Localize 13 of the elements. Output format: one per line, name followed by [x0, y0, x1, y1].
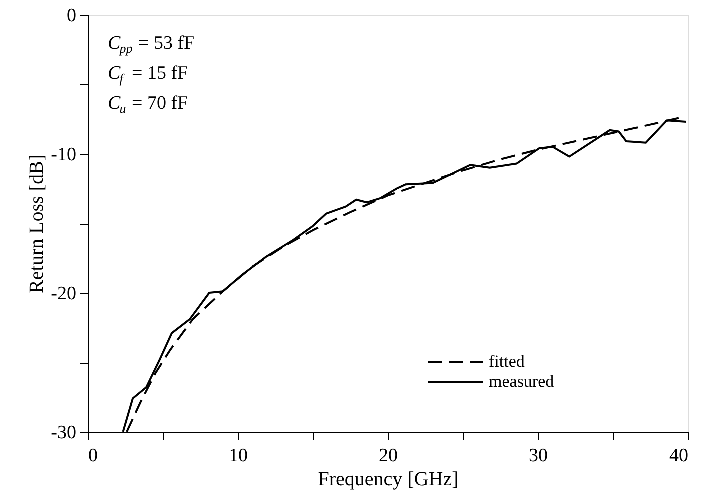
y-axis-title: Return Loss [dB]	[26, 154, 48, 294]
x-axis-title: Frequency [GHz]	[318, 468, 459, 490]
x-tick-label: 0	[88, 446, 98, 466]
y-tick-label: -10	[51, 144, 76, 166]
x-tick-label: 20	[379, 446, 398, 466]
y-tick-label: 0	[67, 6, 76, 26]
x-tick-label: 40	[670, 446, 688, 466]
y-tick-label: -30	[51, 422, 76, 444]
x-tick-label: 30	[529, 446, 548, 466]
legend-label: fitted	[489, 352, 526, 371]
y-tick-label: -20	[51, 284, 76, 304]
x-tick-label: 10	[229, 446, 248, 466]
legend-label: measured	[489, 372, 555, 391]
